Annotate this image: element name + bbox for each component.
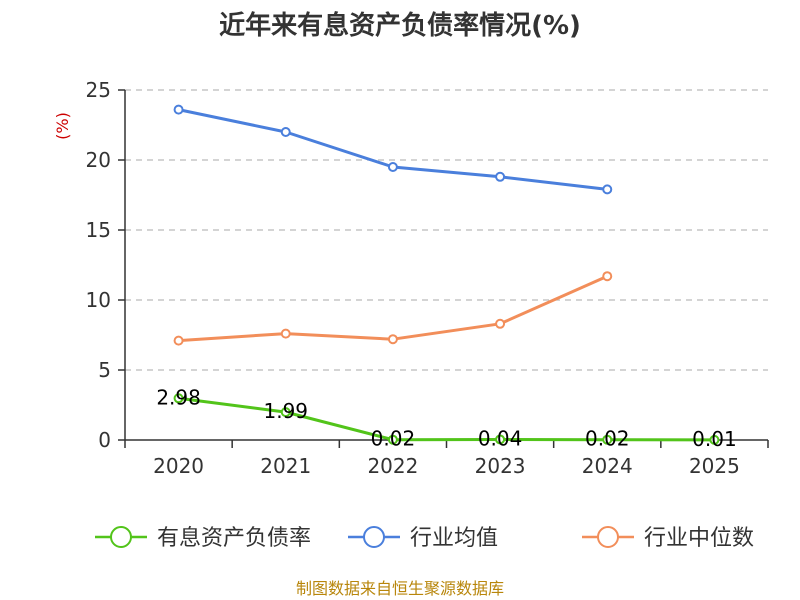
y-tick-label: 25 (86, 78, 111, 102)
legend-label: 有息资产负债率 (157, 526, 311, 551)
data-label: 0.02 (585, 427, 630, 451)
y-tick-label: 15 (86, 218, 111, 242)
legend-item[interactable]: 有息资产负债率 (95, 526, 311, 551)
data-point (602, 434, 613, 445)
data-point (280, 407, 291, 418)
data-label: 2.98 (156, 385, 201, 409)
y-tick-label: 0 (98, 428, 111, 452)
y-tick-label: 20 (86, 148, 111, 172)
data-point (495, 171, 506, 182)
data-point (387, 162, 398, 172)
legend-label: 行业中位数 (644, 526, 754, 551)
y-axis-unit-label: (%) (53, 112, 72, 140)
x-tick-label: 2022 (367, 454, 418, 478)
legend: 有息资产负债率 行业均值 行业中位数 (95, 526, 754, 551)
y-tick-label: 10 (86, 288, 111, 312)
data-point (280, 328, 291, 339)
data-labels: 2.98 1.99 0.02 0.04 0.02 0.01 (156, 385, 736, 451)
data-label: 0.02 (371, 427, 416, 451)
data-label: 0.01 (692, 427, 737, 451)
series-line (178, 108, 608, 191)
y-tick-label: 5 (98, 358, 111, 382)
x-tick-label: 2023 (475, 454, 526, 478)
series-line (178, 274, 608, 343)
data-point (602, 271, 613, 282)
x-tick-label: 2021 (260, 454, 311, 478)
data-point (495, 318, 506, 329)
grid-lines (125, 89, 768, 371)
data-point (387, 334, 398, 345)
y-tick-labels: 0 5 10 15 20 25 (86, 78, 111, 452)
data-point (602, 184, 613, 195)
legend-marker (110, 526, 132, 548)
data-point (495, 434, 506, 445)
series-line (178, 396, 715, 442)
data-label: 0.04 (478, 426, 523, 450)
legend-item[interactable]: 行业均值 (348, 526, 498, 551)
series-lines (173, 104, 720, 445)
data-point (387, 434, 398, 445)
x-tick-labels: 2020 2021 2022 2023 2024 2025 (153, 454, 740, 478)
x-tick-label: 2024 (582, 454, 633, 478)
data-label: 1.99 (263, 399, 308, 423)
data-point (709, 434, 720, 445)
axes (118, 89, 769, 448)
legend-label: 行业均值 (410, 526, 498, 551)
data-point (173, 104, 184, 115)
source-note: 制图数据来自恒生聚源数据库 (296, 579, 504, 598)
legend-marker (597, 526, 619, 548)
x-tick-label: 2025 (689, 454, 740, 478)
data-point (280, 127, 291, 137)
legend-item[interactable]: 行业中位数 (582, 526, 754, 551)
data-point (173, 335, 184, 346)
data-point (173, 393, 184, 404)
chart-title: 近年来有息资产负债率情况(%) (219, 10, 581, 41)
legend-marker (363, 526, 385, 548)
x-tick-label: 2020 (153, 454, 204, 478)
